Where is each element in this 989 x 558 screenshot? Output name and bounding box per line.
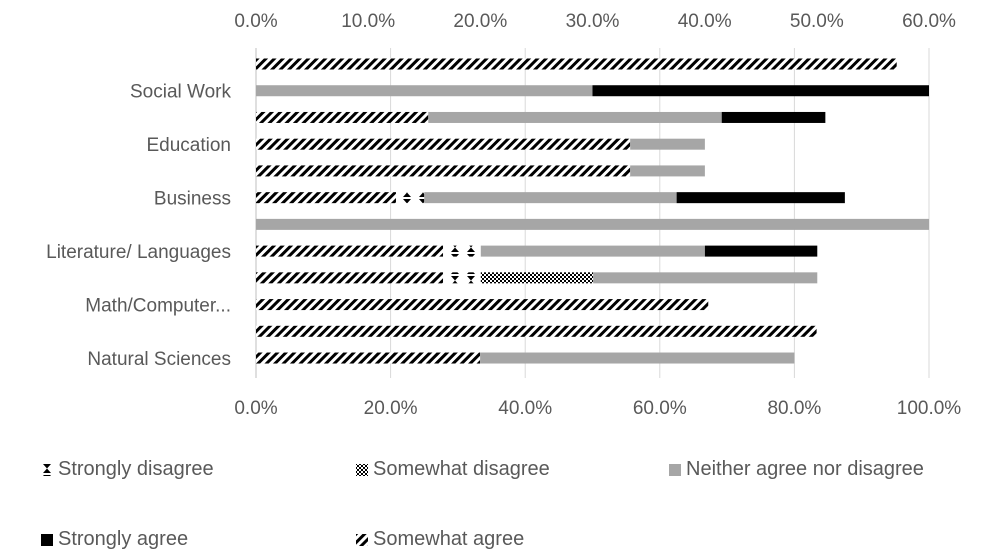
bar-segment-somewhat-agree <box>256 111 429 123</box>
legend-item: Somewhat agree <box>355 528 524 551</box>
bar-segment-strongly-agree <box>676 192 845 204</box>
bar-segment-strongly-agree <box>704 245 818 257</box>
bar-segment-somewhat-agree <box>256 138 631 150</box>
category-label: Social Work <box>130 82 232 103</box>
legend-item: Somewhat disagree <box>355 458 550 481</box>
bottom-axis-tick-label: 100.0% <box>897 398 962 419</box>
legend-swatch <box>356 463 368 476</box>
legend-swatch <box>41 533 53 546</box>
top-axis-tick-label: 20.0% <box>453 11 507 32</box>
category-label: Literature/ Languages <box>46 242 231 263</box>
bar-segment-strongly-agree <box>721 111 826 123</box>
top-axis-tick-label: 30.0% <box>566 11 620 32</box>
bar-segment-somewhat-agree <box>256 299 709 311</box>
legend-item: Strongly disagree <box>40 458 214 481</box>
top-axis-tick-label: 40.0% <box>678 11 732 32</box>
bar-segment-neither-agree-nor-disagree <box>428 111 722 123</box>
category-label: Natural Sciences <box>87 349 231 370</box>
bar-segment-somewhat-agree <box>256 352 481 364</box>
bar-segment-neither-agree-nor-disagree <box>256 85 593 97</box>
category-label: Business <box>154 189 231 210</box>
legend-swatch <box>669 463 681 476</box>
bottom-axis-tick-label: 40.0% <box>498 398 552 419</box>
bar-segment-strongly-agree <box>592 85 929 97</box>
legend-label: Somewhat disagree <box>373 458 550 480</box>
legend-item: Strongly agree <box>40 528 188 551</box>
top-axis-tick-label: 60.0% <box>902 11 956 32</box>
bar-segment-neither-agree-nor-disagree <box>630 138 705 150</box>
bar-segment-somewhat-agree <box>256 272 444 284</box>
category-label: Math/Computer... <box>85 296 231 317</box>
bar-segment-somewhat-agree <box>256 325 817 337</box>
stacked-bar-chart: 0.0% 20.0% 40.0% 60.0% 80.0% 100.0% 0.0% 10.0% 2… <box>46 11 962 419</box>
bottom-axis-tick-label: 60.0% <box>633 398 687 419</box>
category-label: Education <box>146 135 231 156</box>
top-axis-tick-label: 10.0% <box>341 11 395 32</box>
top-axis-tick-label: 50.0% <box>790 11 844 32</box>
bar-segment-somewhat-agree <box>256 58 897 70</box>
bar-segment-somewhat-agree <box>256 165 631 177</box>
bar-segment-neither-agree-nor-disagree <box>424 192 677 204</box>
bottom-axis-tick-label: 80.0% <box>767 398 821 419</box>
bar-segment-neither-agree-nor-disagree <box>480 352 795 364</box>
legend-label: Somewhat agree <box>373 528 525 550</box>
legend-swatch <box>356 533 368 546</box>
bar-segment-neither-agree-nor-disagree <box>593 272 818 284</box>
legend-label: Strongly disagree <box>58 458 214 480</box>
bar-segment-neither-agree-nor-disagree <box>480 245 705 257</box>
bar-segment-neither-agree-nor-disagree <box>256 218 929 230</box>
bar-segment-neither-agree-nor-disagree <box>630 165 705 177</box>
bar-segment-somewhat-agree <box>256 192 396 204</box>
legend-swatch <box>41 463 53 476</box>
legend-label: Strongly agree <box>58 528 189 550</box>
top-axis-tick-label: 0.0% <box>234 11 277 32</box>
bar-segment-strongly-disagree <box>395 192 425 204</box>
legend-label: Neither agree nor disagree <box>686 458 924 480</box>
bar-segment-somewhat-disagree <box>480 272 594 284</box>
bar-segment-somewhat-agree <box>256 245 444 257</box>
legend-item: Neither agree nor disagree <box>668 458 924 481</box>
bar-segment-strongly-disagree <box>443 272 481 284</box>
bar-segment-strongly-disagree <box>443 245 481 257</box>
bottom-axis-tick-label: 20.0% <box>364 398 418 419</box>
bottom-axis-tick-label: 0.0% <box>234 398 277 419</box>
